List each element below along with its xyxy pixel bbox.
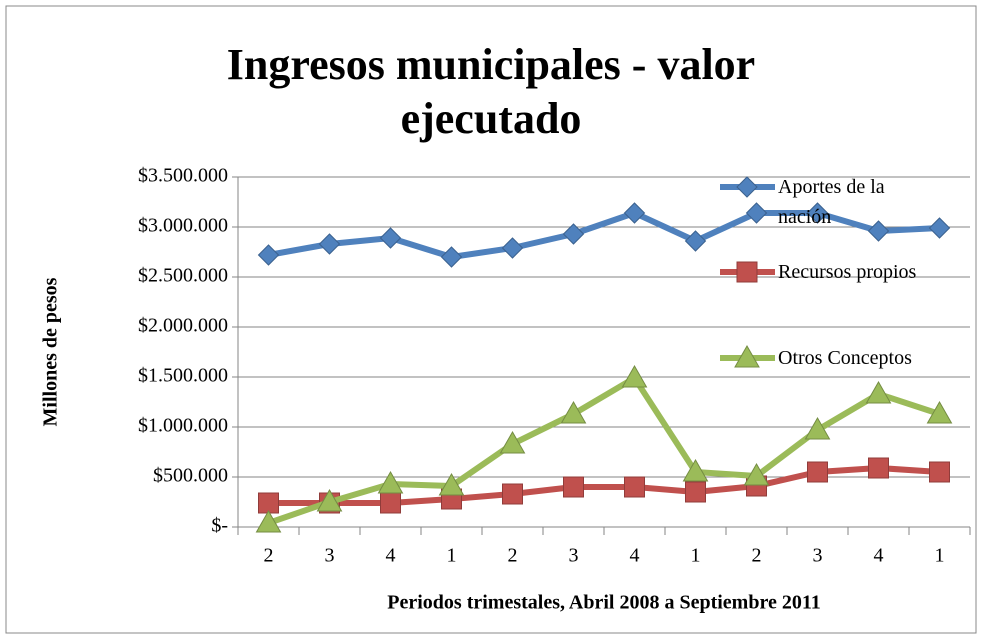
- data-point: [377, 470, 404, 494]
- data-point: [440, 246, 463, 268]
- x-tick-label: 2: [264, 545, 274, 567]
- data-point: [868, 457, 889, 479]
- data-point: [499, 430, 526, 454]
- data-point: [563, 476, 584, 498]
- chart-title: Ingresos municipales - valor ejecutado: [226, 40, 756, 143]
- series-line: [267, 210, 940, 260]
- x-tick-label: 1: [447, 545, 457, 567]
- data-point: [501, 237, 524, 259]
- data-point: [257, 244, 280, 266]
- data-point: [560, 400, 587, 424]
- y-tick-label: $2.500.000: [138, 265, 228, 287]
- data-point: [562, 223, 585, 245]
- data-point: [379, 227, 402, 249]
- y-tick-label: $3.500.000: [138, 165, 228, 187]
- x-tick-label: 3: [325, 545, 335, 567]
- x-tick-label: 1: [935, 545, 945, 567]
- x-tick-label: 1: [691, 545, 701, 567]
- series-line: [267, 375, 941, 526]
- data-point: [624, 476, 645, 498]
- data-point: [804, 416, 831, 440]
- y-tick-label: $2.000.000: [138, 315, 228, 337]
- data-point: [929, 461, 950, 483]
- data-point: [807, 461, 828, 483]
- y-tick-label: $-: [211, 515, 228, 537]
- data-point: [928, 217, 951, 239]
- data-point: [438, 472, 465, 496]
- legend-label: Otros Conceptos: [778, 347, 912, 369]
- legend-label: Aportes de la nación: [778, 176, 885, 228]
- data-point: [685, 481, 706, 503]
- data-point: [502, 483, 523, 505]
- data-point: [318, 233, 341, 255]
- y-tick-label: $3.000.000: [138, 215, 228, 237]
- data-point: [684, 230, 707, 252]
- x-tick-label: 2: [752, 545, 762, 567]
- x-tick-label: 4: [630, 545, 640, 567]
- y-axis-title: Millones de pesos: [40, 277, 62, 426]
- legend-marker: [734, 344, 760, 368]
- x-tick-label: 4: [386, 545, 396, 567]
- x-axis-title: Periodos trimestales, Abril 2008 a Septi…: [387, 592, 820, 614]
- y-tick-label: $1.500.000: [138, 365, 228, 387]
- chart-border: [5, 5, 977, 634]
- data-point: [926, 400, 953, 424]
- legend-marker: [736, 261, 758, 283]
- legend-label: Recursos propios: [778, 261, 917, 283]
- data-point: [865, 380, 892, 404]
- data-point: [867, 220, 890, 242]
- data-point: [745, 202, 768, 224]
- data-point: [682, 458, 709, 482]
- y-tick-label: $1.000.000: [138, 415, 228, 437]
- x-tick-label: 3: [569, 545, 579, 567]
- x-tick-label: 3: [813, 545, 823, 567]
- data-point: [255, 509, 282, 533]
- data-point: [623, 202, 646, 224]
- legend-marker: [736, 176, 758, 198]
- data-point: [316, 488, 343, 512]
- data-point: [806, 202, 829, 224]
- data-point: [380, 492, 401, 514]
- data-point: [621, 364, 648, 388]
- data-point: [743, 462, 770, 486]
- y-tick-label: $500.000: [153, 465, 228, 487]
- x-tick-label: 4: [874, 545, 884, 567]
- x-tick-label: 2: [508, 545, 518, 567]
